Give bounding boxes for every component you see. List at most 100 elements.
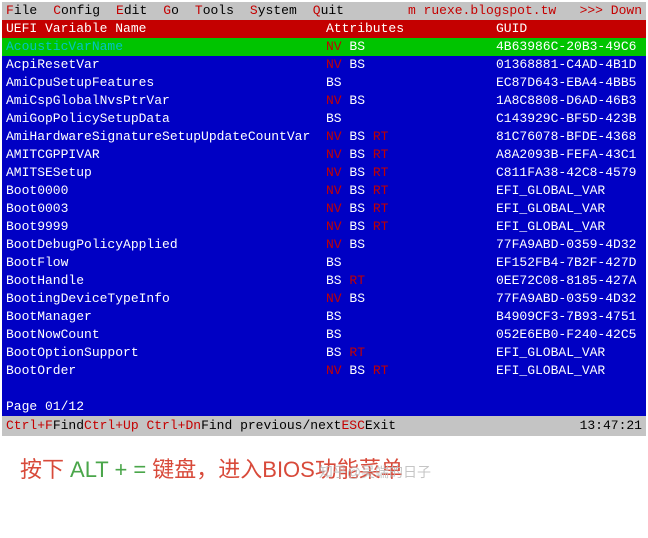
- menu-item-system[interactable]: System: [250, 2, 297, 20]
- var-attrs: BS: [326, 254, 496, 272]
- var-name: BootOptionSupport: [6, 344, 326, 362]
- table-row[interactable]: BootOptionSupport BS RTEFI_GLOBAL_VAR: [2, 344, 646, 362]
- var-name: Boot9999: [6, 218, 326, 236]
- header-name: UEFI Variable Name: [6, 20, 326, 38]
- var-guid: EFI_GLOBAL_VAR: [496, 362, 642, 380]
- table-row[interactable]: BootOrderNV BS RTEFI_GLOBAL_VAR: [2, 362, 646, 380]
- column-headers: UEFI Variable Name Attributes GUID: [2, 20, 646, 38]
- var-guid: 77FA9ABD-0359-4D32: [496, 236, 642, 254]
- var-attrs: BS: [326, 326, 496, 344]
- var-guid: EFI_GLOBAL_VAR: [496, 182, 642, 200]
- key-find: Ctrl+F: [6, 417, 53, 435]
- table-row[interactable]: AcpiResetVarNV BS 01368881-C4AD-4B1D: [2, 56, 646, 74]
- var-name: AmiCspGlobalNvsPtrVar: [6, 92, 326, 110]
- var-guid: 1A8C8808-D6AD-46B3: [496, 92, 642, 110]
- var-attrs: NV BS: [326, 56, 496, 74]
- var-guid: EFI_GLOBAL_VAR: [496, 344, 642, 362]
- var-name: AmiHardwareSignatureSetupUpdateCountVar: [6, 128, 326, 146]
- var-name: AcpiResetVar: [6, 56, 326, 74]
- var-attrs: NV BS RT: [326, 200, 496, 218]
- caption: 按下 ALT + = 键盘，进入BIOS功能菜单 知乎@吴端的日子: [0, 438, 648, 498]
- var-attrs: NV BS RT: [326, 146, 496, 164]
- var-attrs: BS RT: [326, 272, 496, 290]
- var-guid: C143929C-BF5D-423B: [496, 110, 642, 128]
- var-attrs: NV BS: [326, 92, 496, 110]
- terminal-screen: File Config Edit Go Tools System Quit m ruexe.…: [2, 2, 646, 436]
- var-attrs: BS: [326, 74, 496, 92]
- caption-alt: ALT + =: [70, 457, 146, 483]
- var-guid: EFI_GLOBAL_VAR: [496, 218, 642, 236]
- var-name: AmiGopPolicySetupData: [6, 110, 326, 128]
- menubar-right-text: m ruexe.blogspot.tw >>> Down: [408, 2, 642, 20]
- var-guid: EC87D643-EBA4-4BB5: [496, 74, 642, 92]
- var-guid: EFI_GLOBAL_VAR: [496, 200, 642, 218]
- var-guid: A8A2093B-FEFA-43C1: [496, 146, 642, 164]
- statusbar: Ctrl+F Find Ctrl+Up Ctrl+Dn Find previou…: [2, 416, 646, 436]
- table-row[interactable]: Boot0003NV BS RTEFI_GLOBAL_VAR: [2, 200, 646, 218]
- var-guid: EF152FB4-7B2F-427D: [496, 254, 642, 272]
- var-attrs: NV BS: [326, 290, 496, 308]
- header-guid: GUID: [496, 20, 642, 38]
- var-name: BootHandle: [6, 272, 326, 290]
- table-row[interactable]: AMITSESetupNV BS RTC811FA38-42C8-4579: [2, 164, 646, 182]
- var-guid: 77FA9ABD-0359-4D32: [496, 290, 642, 308]
- var-name: BootFlow: [6, 254, 326, 272]
- table-row[interactable]: BootHandle BS RT0EE72C08-8185-427A: [2, 272, 646, 290]
- table-row[interactable]: Boot0000NV BS RTEFI_GLOBAL_VAR: [2, 182, 646, 200]
- var-name: AMITSESetup: [6, 164, 326, 182]
- menu-item-edit[interactable]: Edit: [116, 2, 147, 20]
- menubar[interactable]: File Config Edit Go Tools System Quit m ruexe.…: [2, 2, 646, 20]
- var-attrs: NV BS: [326, 38, 496, 56]
- clock: 13:47:21: [580, 417, 642, 435]
- table-row[interactable]: BootFlow BS EF152FB4-7B2F-427D: [2, 254, 646, 272]
- var-guid: B4909CF3-7B93-4751: [496, 308, 642, 326]
- var-attrs: NV BS RT: [326, 218, 496, 236]
- table-row[interactable]: AmiCspGlobalNvsPtrVarNV BS 1A8C8808-D6AD…: [2, 92, 646, 110]
- var-attrs: BS: [326, 110, 496, 128]
- var-attrs: BS RT: [326, 344, 496, 362]
- var-attrs: NV BS RT: [326, 362, 496, 380]
- var-guid: 0EE72C08-8185-427A: [496, 272, 642, 290]
- var-name: Boot0003: [6, 200, 326, 218]
- menu-item-config[interactable]: Config: [53, 2, 100, 20]
- var-name: BootingDeviceTypeInfo: [6, 290, 326, 308]
- spacer-row: [2, 380, 646, 398]
- table-row[interactable]: BootNowCount BS 052E6EB0-F240-42C5: [2, 326, 646, 344]
- menu-item-quit[interactable]: Quit: [313, 2, 344, 20]
- watermark: 知乎@吴端的日子: [319, 462, 431, 482]
- table-row[interactable]: BootingDeviceTypeInfoNV BS 77FA9ABD-0359…: [2, 290, 646, 308]
- var-guid: 81C76078-BFDE-4368: [496, 128, 642, 146]
- var-name: Boot0000: [6, 182, 326, 200]
- var-guid: 052E6EB0-F240-42C5: [496, 326, 642, 344]
- var-attrs: NV BS: [326, 236, 496, 254]
- table-row[interactable]: AMITCGPPIVARNV BS RTA8A2093B-FEFA-43C1: [2, 146, 646, 164]
- table-row[interactable]: Boot9999NV BS RTEFI_GLOBAL_VAR: [2, 218, 646, 236]
- table-row[interactable]: BootDebugPolicyAppliedNV BS 77FA9ABD-035…: [2, 236, 646, 254]
- table-row[interactable]: BootManager BS B4909CF3-7B93-4751: [2, 308, 646, 326]
- var-attrs: NV BS RT: [326, 128, 496, 146]
- var-name: AMITCGPPIVAR: [6, 146, 326, 164]
- var-guid: C811FA38-42C8-4579: [496, 164, 642, 182]
- menu-item-go[interactable]: Go: [163, 2, 179, 20]
- var-attrs: BS: [326, 308, 496, 326]
- var-name: AcousticVarName: [6, 38, 326, 56]
- variable-list[interactable]: AcousticVarNameNV BS 4B63986C-20B3-49C6A…: [2, 38, 646, 380]
- key-esc: ESC: [342, 417, 365, 435]
- table-row[interactable]: AcousticVarNameNV BS 4B63986C-20B3-49C6: [2, 38, 646, 56]
- var-attrs: NV BS RT: [326, 164, 496, 182]
- var-name: BootDebugPolicyApplied: [6, 236, 326, 254]
- var-guid: 4B63986C-20B3-49C6: [496, 38, 642, 56]
- table-row[interactable]: AmiGopPolicySetupData BS C143929C-BF5D-4…: [2, 110, 646, 128]
- menu-item-tools[interactable]: Tools: [195, 2, 234, 20]
- var-name: BootNowCount: [6, 326, 326, 344]
- var-guid: 01368881-C4AD-4B1D: [496, 56, 642, 74]
- table-row[interactable]: AmiCpuSetupFeatures BS EC87D643-EBA4-4BB…: [2, 74, 646, 92]
- header-attr: Attributes: [326, 20, 496, 38]
- key-prevnext: Ctrl+Up Ctrl+Dn: [84, 417, 201, 435]
- var-attrs: NV BS RT: [326, 182, 496, 200]
- var-name: AmiCpuSetupFeatures: [6, 74, 326, 92]
- menu-item-file[interactable]: File: [6, 2, 37, 20]
- var-name: BootOrder: [6, 362, 326, 380]
- var-name: BootManager: [6, 308, 326, 326]
- table-row[interactable]: AmiHardwareSignatureSetupUpdateCountVarN…: [2, 128, 646, 146]
